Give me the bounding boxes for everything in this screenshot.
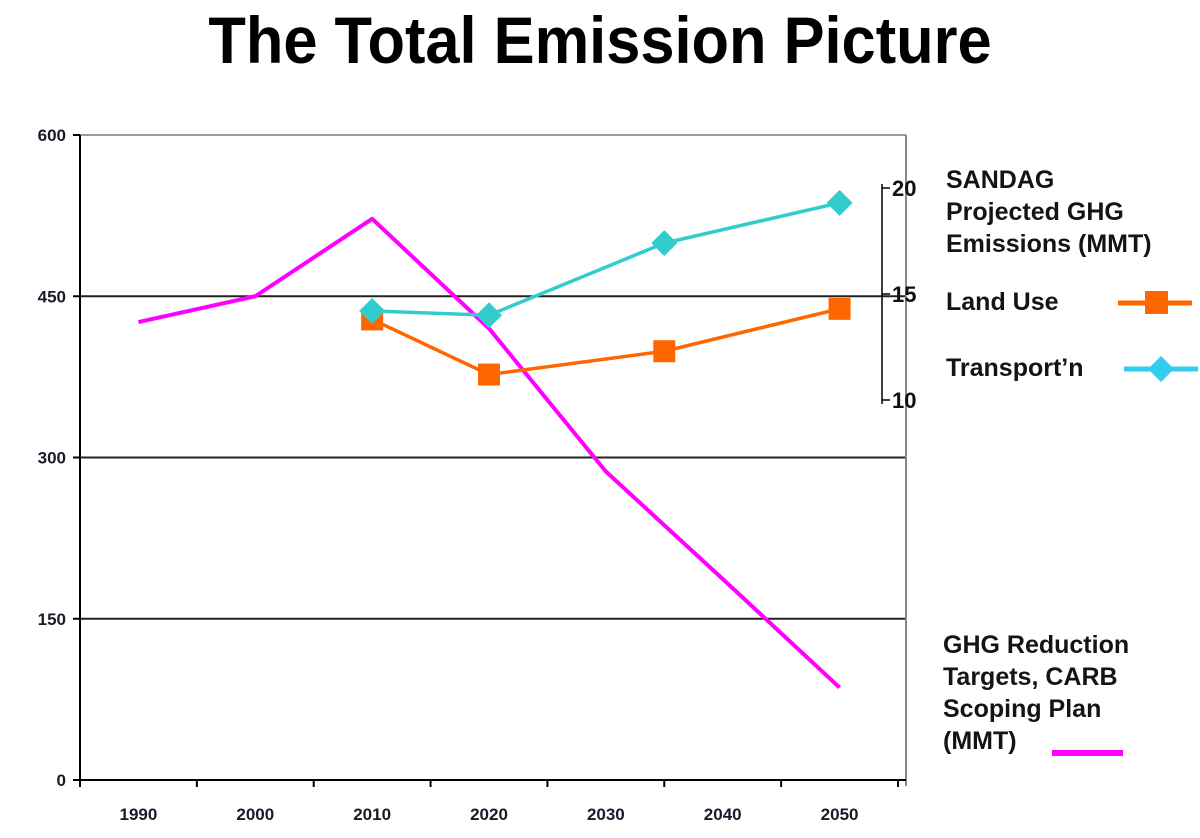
- x-tick-label: 2000: [236, 805, 274, 824]
- legend-carb-heading: GHG Reduction Targets, CARB Scoping Plan…: [943, 629, 1129, 757]
- series-line-land-use: [371, 307, 840, 377]
- y2-tick-label: 15: [892, 282, 916, 307]
- x-tick-label: 2010: [353, 805, 391, 824]
- legend-land-use-label: Land Use: [946, 288, 1059, 316]
- x-tick-label: 2050: [821, 805, 859, 824]
- legend-sandag-line: Emissions (MMT): [946, 230, 1152, 258]
- legend-carb-line: (MMT): [943, 727, 1017, 755]
- legend-sandag-line: Projected GHG: [946, 198, 1124, 226]
- series: [137, 189, 853, 690]
- legend-carb-line: Scoping Plan: [943, 695, 1102, 723]
- legend-transport-label: Transport’n: [946, 354, 1084, 382]
- transport-point: [476, 302, 502, 329]
- series-line-transport: [372, 201, 840, 317]
- y-tick-label: 450: [38, 287, 66, 306]
- x-tick-label: 2030: [587, 805, 625, 824]
- x-tick-label: 1990: [120, 805, 158, 824]
- land-use-point: [653, 340, 676, 363]
- series-line-carb: [137, 216, 841, 690]
- chart-title: The Total Emission Picture: [208, 3, 992, 77]
- land-use-point: [828, 297, 851, 320]
- legend-carb-line: GHG Reduction: [943, 631, 1130, 659]
- y-tick-label: 0: [57, 771, 66, 790]
- x-tick-label: 2020: [470, 805, 508, 824]
- legend-land-use-marker: [1145, 291, 1168, 314]
- x-tick-label: 2040: [704, 805, 742, 824]
- y-tick-label: 150: [38, 610, 66, 629]
- transport-point: [651, 230, 678, 257]
- transport-point: [359, 297, 386, 324]
- y2-tick-label: 10: [892, 388, 916, 413]
- legend-transport-marker: [1148, 356, 1174, 382]
- y-tick-label: 600: [38, 126, 66, 145]
- legend-carb-line: Targets, CARB: [943, 663, 1118, 691]
- legend-sandag-line: SANDAG: [946, 166, 1055, 194]
- land-use-point: [478, 363, 500, 386]
- legend-sandag-heading: SANDAG Projected GHG Emissions (MMT): [946, 164, 1152, 260]
- y2-tick-label: 20: [892, 176, 916, 201]
- transport-point: [826, 189, 853, 216]
- legend-markers: [1052, 291, 1198, 756]
- y-tick-label: 300: [38, 449, 66, 468]
